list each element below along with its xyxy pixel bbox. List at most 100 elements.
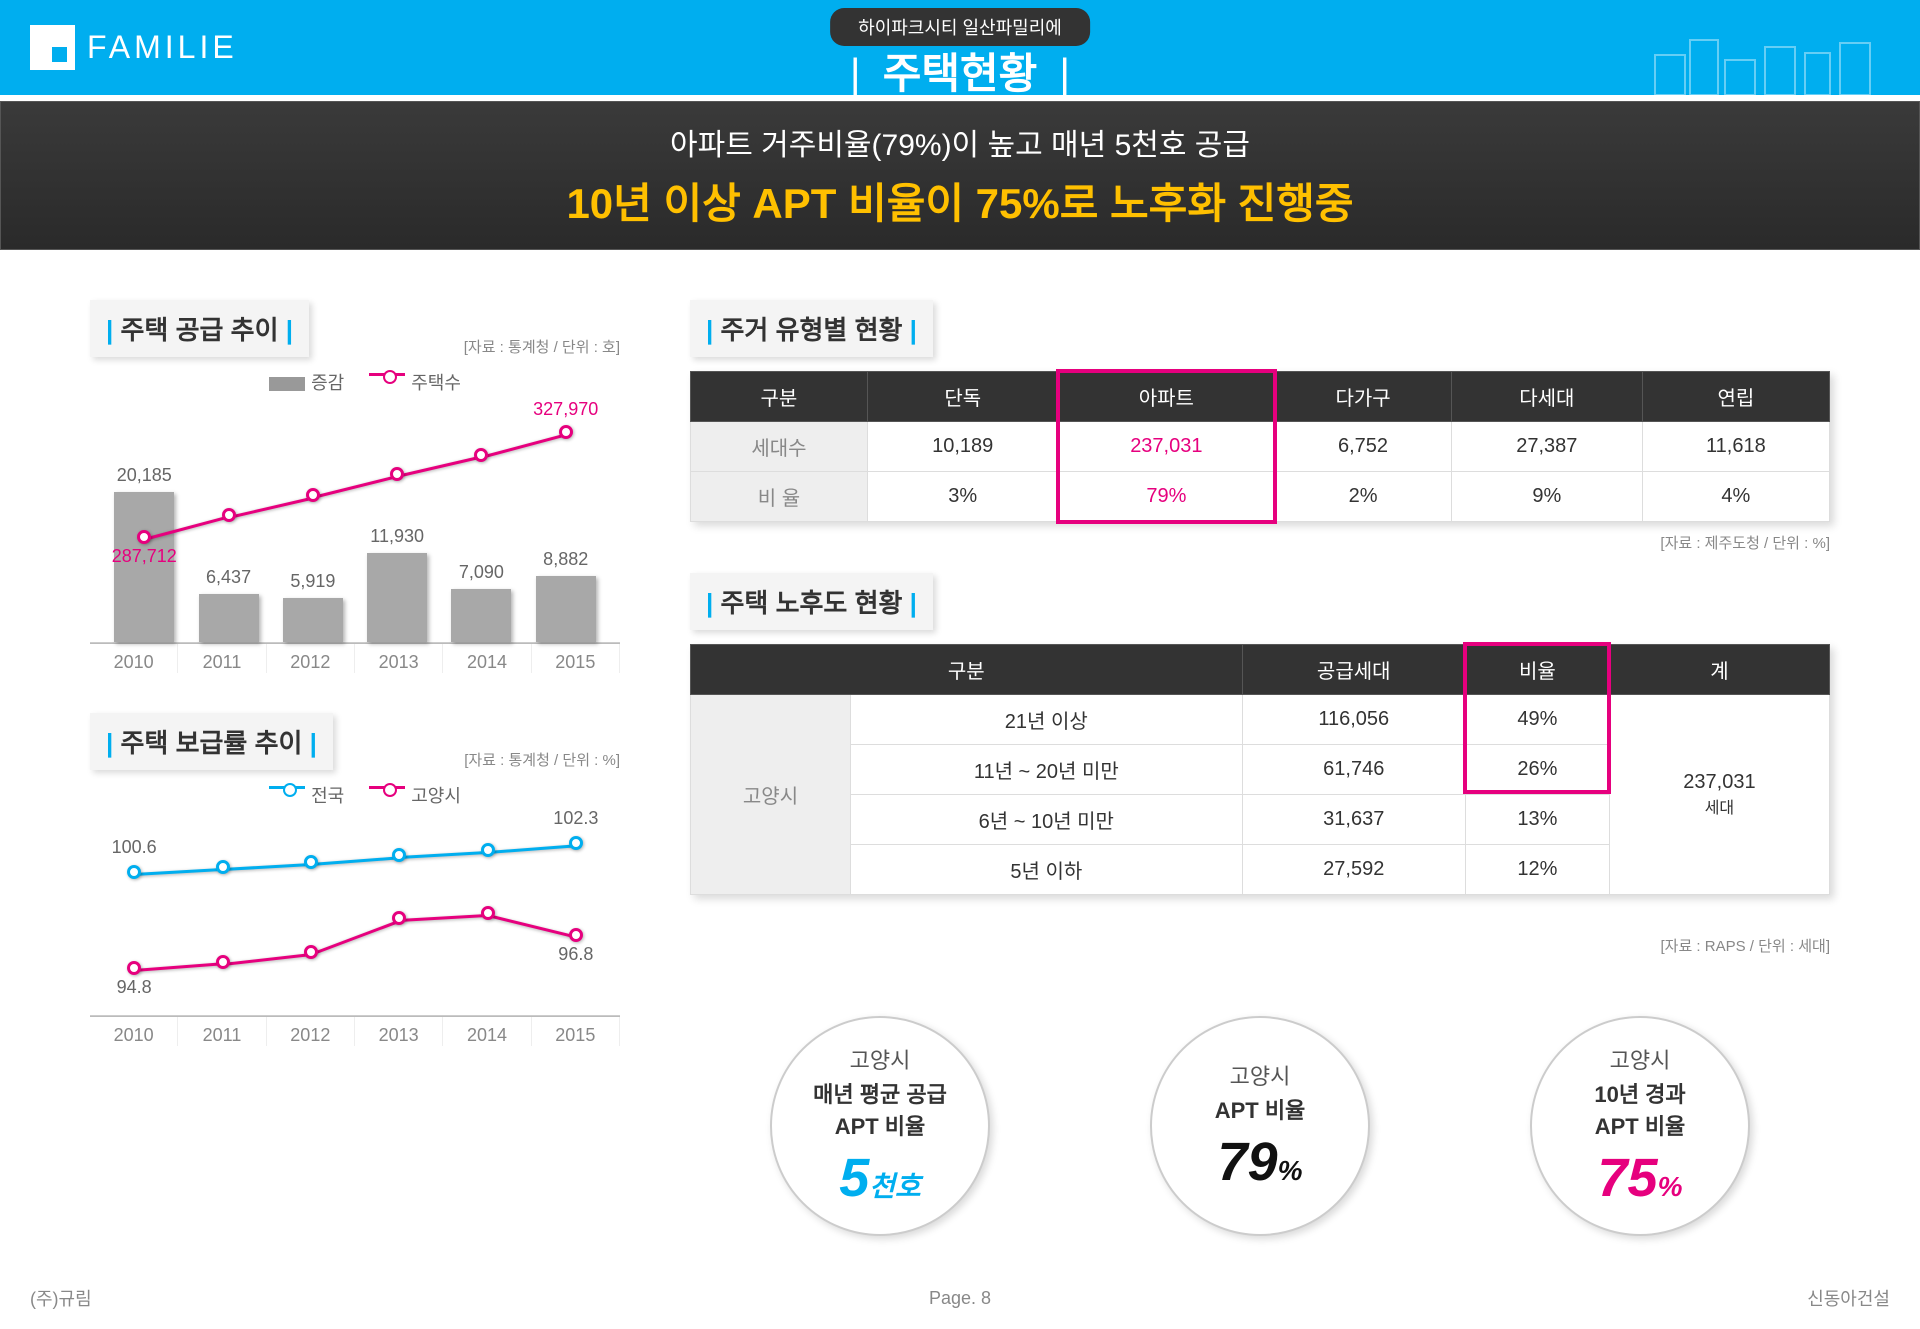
legend-swatch-pink <box>369 373 405 387</box>
chart2-xtick: 2010 <box>90 1017 178 1046</box>
chart1-xtick: 2012 <box>267 644 355 673</box>
table2-th: 계 <box>1609 645 1829 695</box>
footer: (주)규림 Page. 8 신동아건설 <box>0 1285 1920 1311</box>
brand-logo-icon <box>30 25 75 70</box>
table2-cell: 61,746 <box>1242 745 1465 795</box>
table1-title-text: 주거 유형별 현황 <box>721 315 903 345</box>
chart1-bar <box>367 553 427 642</box>
chart1-point <box>306 488 320 502</box>
table2-th: 공급세대 <box>1242 645 1465 695</box>
chart2-note: [자료 : 통계청 / 단위 : %] <box>464 749 620 770</box>
chart2-point <box>569 928 583 942</box>
chart2-xtick: 2011 <box>178 1017 266 1046</box>
chart2-legend-b: 고양시 <box>411 786 461 806</box>
kpi-top: 고양시 <box>1610 1043 1671 1075</box>
chart2-title-text: 주택 보급률 추이 <box>121 728 303 758</box>
chart1-bar-label: 11,930 <box>370 526 424 547</box>
header: FAMILIE 하이파크시티 일산파밀리에 주택현황 <box>0 0 1920 95</box>
chart1-bar <box>283 598 343 642</box>
chart1-bar-label: 6,437 <box>206 567 251 588</box>
table1-cell: 3% <box>867 472 1058 522</box>
chart1-note: [자료 : 통계청 / 단위 : 호] <box>464 336 620 357</box>
chart2-legend: 전국 고양시 <box>90 782 620 808</box>
kpi-circle: 고양시10년 경과APT 비율75% <box>1530 1016 1750 1236</box>
chart1-legend: 증감 주택수 <box>90 369 620 395</box>
table1-note: [자료 : 제주도청 / 단위 : %] <box>690 532 1830 553</box>
kpi-top: 고양시 <box>1230 1059 1291 1091</box>
aging-table: 구분공급세대비율계고양시21년 이상116,05649%237,031세대11년… <box>690 644 1830 895</box>
kpi-value: 5천호 <box>839 1147 921 1209</box>
table1-rowhead: 세대수 <box>691 422 868 472</box>
chart2-line-seg <box>222 953 311 966</box>
chart2-point <box>304 945 318 959</box>
table1-cell: 2% <box>1275 472 1452 522</box>
chart2-line-seg <box>399 851 487 859</box>
chart2-legend-a: 전국 <box>311 786 344 806</box>
chart1-bar-label: 5,919 <box>290 571 335 592</box>
brand: FAMILIE <box>30 25 238 70</box>
chart1-xtick: 2014 <box>443 644 531 673</box>
table1-cell: 27,387 <box>1451 422 1642 472</box>
chart1-legend-a: 증감 <box>311 373 344 393</box>
chart2-label: 102.3 <box>553 808 598 829</box>
chart1-xaxis: 201020112012201320142015 <box>90 643 620 673</box>
table2-cell: 26% <box>1465 745 1609 795</box>
table1-th: 연립 <box>1642 372 1829 422</box>
chart2-point <box>304 855 318 869</box>
chart2-point <box>216 860 230 874</box>
chart1-point <box>390 467 404 481</box>
chart1-xtick: 2010 <box>90 644 178 673</box>
chart2-title: | 주택 보급률 추이 | <box>90 713 333 770</box>
headline-banner: 아파트 거주비율(79%)이 높고 매년 5천호 공급 10년 이상 APT 비… <box>0 101 1920 250</box>
kpi-mid: APT 비율 <box>1215 1093 1306 1125</box>
table1-cell: 10,189 <box>867 422 1058 472</box>
chart1-line-seg <box>397 456 482 478</box>
legend-swatch-gray <box>269 377 305 391</box>
chart1-point <box>137 530 151 544</box>
footer-left: (주)규림 <box>30 1285 92 1311</box>
table2-cell: 11년 ~ 20년 미만 <box>851 745 1243 795</box>
footer-center: Page. 8 <box>929 1288 991 1309</box>
table1-cell: 79% <box>1058 472 1275 522</box>
chart1-xtick: 2011 <box>178 644 266 673</box>
chart1-line-seg <box>312 475 397 499</box>
table1-th: 다가구 <box>1275 372 1452 422</box>
chart1-title-text: 주택 공급 추이 <box>121 315 279 345</box>
kpi-mid: 10년 경과APT 비율 <box>1594 1077 1685 1141</box>
chart2-line-seg <box>134 868 222 876</box>
chart2-line-seg <box>134 963 223 973</box>
chart1-bar <box>199 594 259 642</box>
chart1-bar <box>114 492 174 642</box>
chart1-bar <box>451 589 511 642</box>
table2-cell: 21년 이상 <box>851 695 1243 745</box>
table2-cell: 12% <box>1465 845 1609 895</box>
chart2-xtick: 2013 <box>355 1017 443 1046</box>
chart2-line-seg <box>222 863 310 871</box>
kpi-value: 79% <box>1218 1131 1303 1193</box>
chart1-plot: 20,1856,4375,91911,9307,0908,882287,7123… <box>90 403 620 643</box>
banner-line2: 10년 이상 APT 비율이 75%로 노후화 진행중 <box>1 170 1919 231</box>
chart2-line-seg <box>311 856 400 866</box>
chart2-point <box>392 848 406 862</box>
chart2-point <box>481 843 495 857</box>
kpi-circle: 고양시매년 평균 공급APT 비율5천호 <box>770 1016 990 1236</box>
chart2-label: 96.8 <box>558 944 593 965</box>
chart2-xtick: 2014 <box>443 1017 531 1046</box>
chart2-line-seg <box>310 919 399 955</box>
chart2-point <box>392 911 406 925</box>
table1-th: 구분 <box>691 372 868 422</box>
chart2-point <box>481 906 495 920</box>
chart1-bar-label: 7,090 <box>459 562 504 583</box>
footer-page-label: Page. <box>929 1288 976 1308</box>
kpi-circles: 고양시매년 평균 공급APT 비율5천호고양시APT 비율79%고양시10년 경… <box>690 1016 1830 1236</box>
table2-cell: 13% <box>1465 795 1609 845</box>
footer-right: 신동아건설 <box>1807 1285 1890 1311</box>
supply-rate-chart: | 주택 보급률 추이 | [자료 : 통계청 / 단위 : %] 전국 고양시… <box>90 713 620 1046</box>
chart2-plot: 100.6102.394.896.8 <box>90 816 620 1016</box>
table1-th: 다세대 <box>1451 372 1642 422</box>
table2-region: 고양시 <box>691 695 851 895</box>
kpi-circle: 고양시APT 비율 79% <box>1150 1016 1370 1236</box>
chart2-label: 94.8 <box>117 977 152 998</box>
table1-th: 단독 <box>867 372 1058 422</box>
footer-page-num: 8 <box>981 1288 991 1308</box>
